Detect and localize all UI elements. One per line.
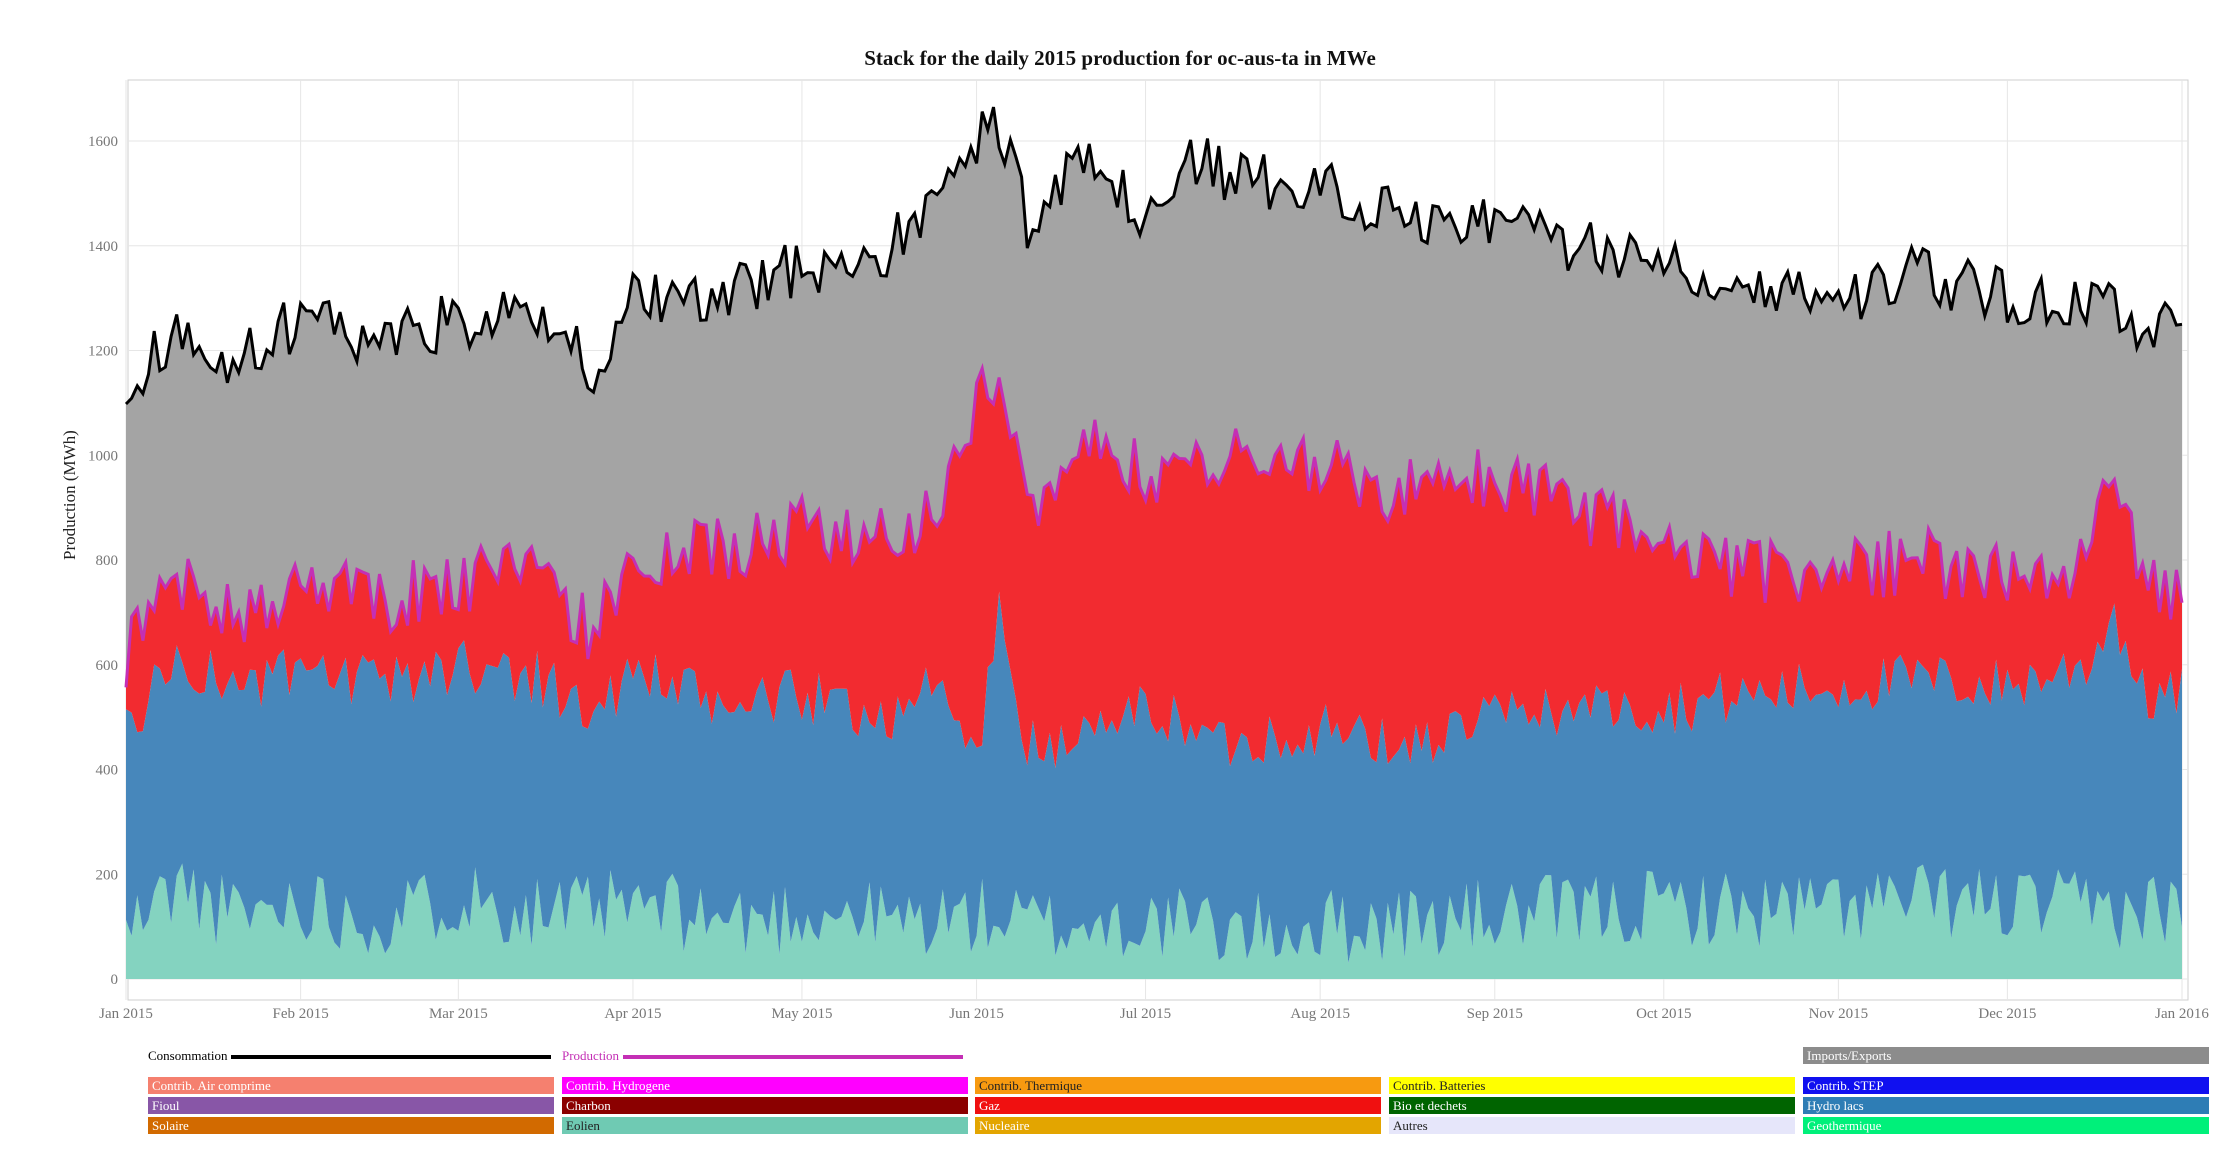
y-tick-label: 0 bbox=[111, 972, 119, 988]
y-tick-label: 400 bbox=[96, 763, 119, 779]
legend-item-contrib-hydrogene[interactable]: Contrib. Hydrogene bbox=[562, 1077, 968, 1094]
legend-item-imports-exports[interactable]: Imports/Exports bbox=[1803, 1047, 2209, 1064]
legend-item-contrib-air-comprime[interactable]: Contrib. Air comprime bbox=[148, 1077, 554, 1094]
y-tick-label: 600 bbox=[96, 658, 119, 674]
x-tick-label: Dec 2015 bbox=[1978, 1006, 2036, 1022]
x-tick-label: Apr 2015 bbox=[604, 1006, 661, 1022]
axes: 0 200 400 600 800 1000 1200 1400 1600 Jan 2015 Feb… bbox=[88, 134, 2209, 1022]
chart-title: Stack for the daily 2015 production for … bbox=[864, 46, 1376, 70]
consommation-line bbox=[124, 106, 2183, 406]
legend-item-consommation[interactable]: Consommation bbox=[148, 1047, 552, 1064]
legend-item-contrib-batteries[interactable]: Contrib. Batteries bbox=[1389, 1077, 1795, 1094]
line-series bbox=[124, 106, 2184, 688]
area-imports-exports bbox=[126, 107, 2182, 688]
legend-item-hydro-lacs[interactable]: Hydro lacs bbox=[1803, 1097, 2209, 1114]
x-tick-label: Jan 2015 bbox=[99, 1006, 153, 1022]
y-tick-label: 1400 bbox=[88, 239, 118, 255]
area-series bbox=[126, 107, 2182, 979]
x-tick-label: May 2015 bbox=[771, 1006, 832, 1022]
legend-line-swatch bbox=[231, 1055, 552, 1060]
x-tick-label: Sep 2015 bbox=[1467, 1006, 1523, 1022]
legend-item-eolien[interactable]: Eolien bbox=[562, 1117, 968, 1134]
production-line bbox=[124, 362, 2184, 688]
legend-item-fioul[interactable]: Fioul bbox=[148, 1097, 554, 1114]
legend-item-nucleaire[interactable]: Nucleaire bbox=[975, 1117, 1381, 1134]
area-eolien bbox=[126, 863, 2182, 979]
stacked-area-chart: 0 200 400 600 800 1000 1200 1400 1600 Jan 2015 Feb… bbox=[88, 79, 2209, 1022]
x-tick-label: Feb 2015 bbox=[272, 1006, 328, 1022]
x-tick-label: Aug 2015 bbox=[1290, 1006, 1350, 1022]
legend-label: Production bbox=[562, 1048, 620, 1063]
legend-item-production[interactable]: Production bbox=[562, 1047, 964, 1064]
y-tick-label: 1200 bbox=[88, 344, 118, 360]
legend-line-swatch bbox=[623, 1055, 964, 1060]
legend-item-gaz[interactable]: Gaz bbox=[975, 1097, 1381, 1114]
legend-item-solaire[interactable]: Solaire bbox=[148, 1117, 554, 1134]
x-tick-label: Nov 2015 bbox=[1809, 1006, 1869, 1022]
legend-item-bio-et-dechets[interactable]: Bio et dechets bbox=[1389, 1097, 1795, 1114]
y-tick-label: 1600 bbox=[88, 134, 118, 150]
y-tick-label: 200 bbox=[96, 867, 119, 883]
legend-item-contrib-step[interactable]: Contrib. STEP bbox=[1803, 1077, 2209, 1094]
legend-label: Consommation bbox=[148, 1048, 228, 1063]
y-tick-label: 800 bbox=[96, 553, 119, 569]
x-tick-label: Jun 2015 bbox=[949, 1006, 1004, 1022]
legend-item-contrib-thermique[interactable]: Contrib. Thermique bbox=[975, 1077, 1381, 1094]
x-tick-label: Oct 2015 bbox=[1636, 1006, 1691, 1022]
legend-item-autres[interactable]: Autres bbox=[1389, 1117, 1795, 1134]
x-tick-label: Jul 2015 bbox=[1120, 1006, 1171, 1022]
x-tick-label: Mar 2015 bbox=[429, 1006, 488, 1022]
y-tick-label: 1000 bbox=[88, 448, 118, 464]
area-gaz bbox=[126, 368, 2182, 768]
legend-item-charbon[interactable]: Charbon bbox=[562, 1097, 968, 1114]
area-hydro-lacs bbox=[126, 591, 2182, 963]
x-tick-label: Jan 2016 bbox=[2155, 1006, 2209, 1022]
legend-item-geothermique[interactable]: Geothermique bbox=[1803, 1117, 2209, 1134]
